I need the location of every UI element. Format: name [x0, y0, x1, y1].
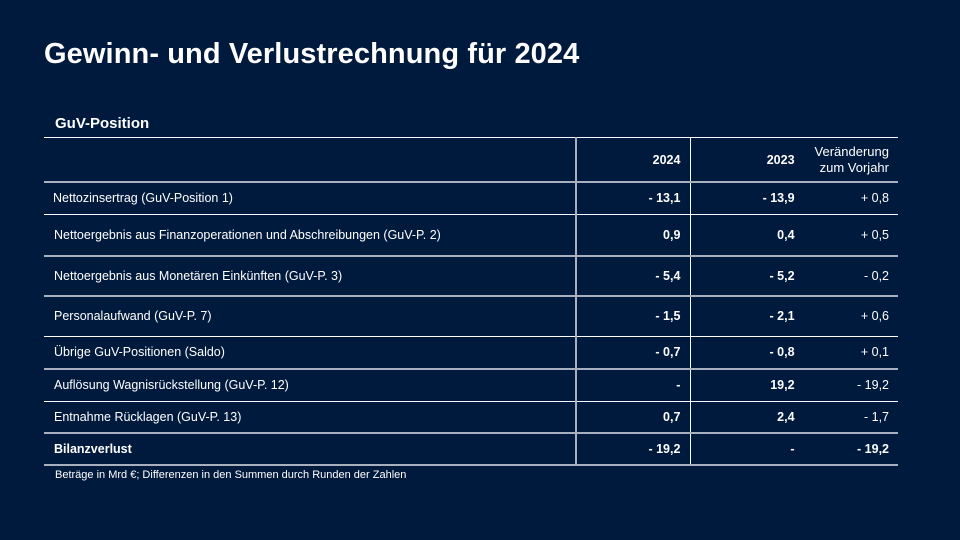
header-change-line2: zum Vorjahr [819, 159, 889, 175]
row-2024: - 13,1 [575, 182, 691, 214]
row-label: Übrige GuV-Positionen (Saldo) [54, 345, 225, 360]
row-change: + 0,8 [860, 191, 889, 206]
row-2023: 2,4 [690, 401, 805, 433]
row-change: - 19,2 [857, 378, 889, 393]
row-label: Personalaufwand (GuV-P. 7) [54, 309, 212, 324]
row-2024: - [575, 369, 691, 401]
table-row: Nettoergebnis aus Monetären Einkünften (… [44, 256, 898, 296]
header-2024: 2024 [575, 137, 691, 182]
row-2024: - 19,2 [575, 433, 691, 465]
table-row-total: Bilanzverlust - 19,2 - - 19,2 [44, 433, 898, 465]
row-label: Nettoergebnis aus Monetären Einkünften (… [54, 269, 343, 283]
footnote: Beträge in Mrd €; Differenzen in den Sum… [55, 469, 407, 481]
header-2023: 2023 [690, 137, 805, 182]
row-2023: - [690, 433, 805, 465]
row-2024: - 0,7 [575, 336, 691, 369]
row-label: Entnahme Rücklagen (GuV-P. 13) [54, 409, 242, 424]
row-2023: - 0,8 [690, 336, 805, 369]
header-change-line1: Veränderung [814, 143, 889, 159]
row-label: Nettoergebnis aus Finanzoperationen und … [54, 227, 441, 242]
row-change: + 0,1 [860, 345, 889, 360]
table-row: Personalaufwand (GuV-P. 7) - 1,5 - 2,1 +… [44, 296, 898, 336]
table-row: Übrige GuV-Positionen (Saldo) - 0,7 - 0,… [44, 336, 898, 369]
guv-table: 2024 2023 Veränderung zum Vorjahr Nettoz… [44, 137, 898, 466]
row-2023: - 2,1 [690, 296, 805, 336]
page-title: Gewinn- und Verlustrechnung für 2024 [44, 38, 580, 70]
row-2024: - 5,4 [575, 256, 691, 296]
row-2023: 19,2 [690, 369, 805, 401]
row-2024: 0,9 [575, 214, 691, 256]
row-change: - 19,2 [857, 442, 889, 456]
row-change: - 1,7 [863, 409, 889, 424]
row-2023: - 13,9 [690, 182, 805, 214]
row-change: + 0,5 [860, 227, 889, 242]
table-row: Nettoergebnis aus Finanzoperationen und … [44, 214, 898, 256]
table-header-row: 2024 2023 Veränderung zum Vorjahr [44, 137, 898, 183]
row-label: Nettozinsertrag (GuV-Position 1) [53, 191, 233, 206]
header-position [44, 138, 576, 183]
row-label: Bilanzverlust [54, 442, 132, 456]
table-row: Entnahme Rücklagen (GuV-P. 13) 0,7 2,4 -… [44, 401, 898, 433]
table-row: Auflösung Wagnisrückstellung (GuV-P. 12)… [44, 369, 898, 401]
table-label: GuV-Position [55, 115, 150, 132]
row-change: - 0,2 [863, 269, 889, 283]
row-label: Auflösung Wagnisrückstellung (GuV-P. 12) [54, 378, 289, 393]
table-row: Nettozinsertrag (GuV-Position 1) - 13,1 … [44, 182, 898, 214]
row-change: + 0,6 [860, 309, 889, 324]
row-2024: 0,7 [575, 401, 691, 433]
row-2024: - 1,5 [575, 296, 691, 336]
header-change: Veränderung zum Vorjahr [805, 138, 898, 183]
row-2023: - 5,2 [690, 256, 805, 296]
row-2023: 0,4 [690, 214, 805, 256]
